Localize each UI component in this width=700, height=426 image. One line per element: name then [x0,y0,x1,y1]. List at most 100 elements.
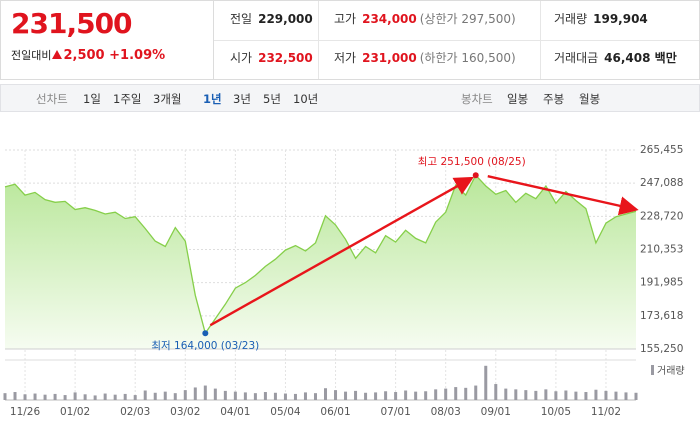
x-tick-label: 04/01 [220,406,250,418]
tab[interactable]: 주봉 [543,92,565,106]
volume-bar [113,394,117,400]
volume-bar [243,392,247,400]
volume-bar [253,393,257,400]
y-tick-label: 173,618 [640,310,683,322]
current-price: 231,500 [11,7,133,40]
stat: 시가 232,500 [230,40,313,79]
volume-bar [83,394,87,400]
volume-bar [173,393,177,400]
volume-bar [524,390,528,400]
volume-bar [103,393,107,400]
volume-bar [334,390,338,400]
tab[interactable]: 10년 [293,92,319,106]
volume-bar [293,393,297,400]
volume-bar [594,389,598,400]
annotation: 최저 164,000 (03/23) [151,340,259,352]
change-value: 2,500 [63,48,105,63]
tab[interactable]: 월봉 [579,92,601,106]
change-pct: +1.09% [109,48,166,63]
volume-bar [384,391,388,400]
extreme-point [202,330,209,337]
up-icon [52,50,63,59]
tab[interactable]: 3년 [233,92,251,106]
stat-label: 전일 [230,12,253,26]
volume-bar [374,392,378,400]
legend-swatch [651,365,654,375]
volume-bar [313,393,317,400]
y-tick-label: 265,455 [640,144,683,156]
stat-note: (하한가 160,500) [419,51,516,65]
arrow [487,175,639,216]
tab[interactable]: 1년 [203,92,222,106]
stat-value: 232,500 [258,51,313,65]
volume-bar [93,395,97,400]
volume-bar [263,392,267,400]
volume-bar [434,389,438,400]
tab[interactable]: 3개월 [153,92,182,106]
volume-bar [163,391,167,400]
x-tick-label: 10/05 [541,406,571,418]
volume-bar [273,392,277,400]
tab[interactable]: 1주일 [113,92,142,106]
x-tick-label: 02/03 [120,406,150,418]
volume-bar [133,395,137,400]
volume-bar [634,392,638,400]
y-tick-label: 228,720 [640,210,683,222]
period-tabs: 선차트 1일 1주일 3개월 1년 3년 5년 10년 봉차트 일봉 주봉 월봉 [0,84,700,112]
volume-bar [604,390,608,400]
volume-bar [444,388,448,400]
volume-bar [23,394,27,400]
volume-bar [53,393,57,400]
separator [318,1,319,40]
stat-label: 저가 [334,51,357,65]
volume-bar [153,392,157,400]
y-tick-label: 247,088 [640,177,683,189]
stat-label: 시가 [230,51,253,65]
arrow [209,176,474,327]
stat: 거래량 199,904 [554,1,648,40]
tab[interactable]: 5년 [263,92,281,106]
y-tick-label: 191,985 [640,277,683,289]
volume-bar [223,390,227,400]
volume-bar [564,390,568,400]
x-tick-label: 08/03 [431,406,461,418]
stat-value: 199,904 [593,12,648,26]
stat-value: 234,000 [362,12,417,26]
volume-bar [484,365,488,400]
tab[interactable]: 일봉 [507,92,529,106]
change: 전일대비 2,500 +1.09% [11,47,165,63]
volume-bar [544,389,548,400]
volume-bar [474,385,478,400]
volume-bar [193,387,197,400]
volume-bar [514,389,518,400]
stat: 거래대금 46,408 백만 [554,40,677,79]
separator [540,40,541,79]
volume-bar [13,392,17,400]
tab-group-label: 선차트 [36,92,68,106]
annotation: 최고 251,500 (08/25) [418,156,526,168]
volume-bar [73,392,77,400]
stat: 고가 234,000 (상한가 297,500) [334,1,516,40]
stat-value: 231,000 [362,51,417,65]
volume-bar [344,391,348,400]
volume-bar [584,392,588,400]
y-tick-label: 210,353 [640,243,683,255]
price-line [4,174,637,335]
volume-bar [364,392,368,400]
volume-bar [303,392,307,400]
volume-bar [414,391,418,400]
volume-bar [123,393,127,400]
stat-value: 46,408 백만 [604,51,677,65]
x-tick-label: 06/01 [320,406,350,418]
volume-bar [324,388,328,400]
x-tick-label: 05/04 [270,406,301,418]
volume-bar [554,391,558,400]
volume-bar [183,390,187,400]
volume-bar [213,388,217,400]
stat-note: (상한가 297,500) [419,12,516,26]
quote-panel: 231,500 전일대비 2,500 +1.09% 전일 229,000 고가 234,… [0,0,700,80]
tab[interactable]: 1일 [83,92,101,106]
volume-bar [624,392,628,400]
volume-bar [354,390,358,400]
